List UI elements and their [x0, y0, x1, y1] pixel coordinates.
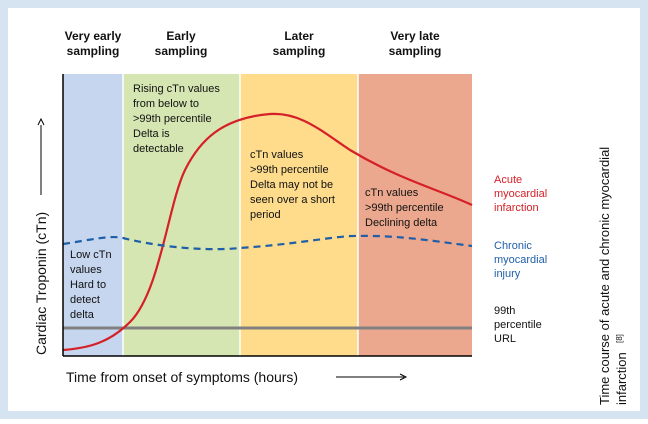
zone-dividers: [122, 74, 359, 356]
x-arrowhead: [399, 373, 408, 381]
side-title-ref: [8]: [615, 334, 624, 343]
column-title: sampling: [389, 44, 442, 58]
zone-very-late: [358, 74, 472, 356]
zone-text: detect: [70, 294, 100, 306]
zone-text: from below to: [133, 98, 199, 110]
column-title: Very early: [65, 29, 122, 43]
column-title: Later: [284, 29, 314, 43]
zone-later: [240, 74, 358, 356]
side-title-line: Time course of acute and chronic myocard…: [597, 147, 612, 405]
legend-chronic: myocardial: [494, 254, 547, 266]
column-title: Very late: [390, 29, 440, 43]
y-axis-label: Cardiac Troponin (cTn): [33, 117, 49, 355]
zone-text: Delta is: [133, 128, 170, 140]
column-title: sampling: [67, 44, 120, 58]
zone-text: values: [70, 264, 102, 276]
column-title: sampling: [155, 44, 208, 58]
y-arrowhead: [37, 117, 45, 126]
side-title: Time course of acute and chronic myocard…: [597, 147, 629, 405]
acute-curve: [62, 112, 473, 352]
zone-text: seen over a short: [250, 194, 335, 206]
column-title: sampling: [273, 44, 326, 58]
x-axis-title: Time from onset of symptoms (hours): [66, 369, 298, 385]
zone-text: Delta may not be: [250, 179, 333, 191]
column-title: Early: [166, 29, 196, 43]
zone-text: Low cTn: [70, 249, 112, 261]
legend-chronic: Chronic: [494, 240, 532, 252]
zone-very-early: [63, 74, 123, 356]
zone-text: >99th percentile: [365, 202, 444, 214]
legend-url: 99th: [494, 305, 515, 317]
zone-text: detectable: [133, 143, 184, 155]
zone-text: Rising cTn values: [133, 83, 220, 95]
legend-chronic: injury: [494, 268, 521, 280]
legend-url: percentile: [494, 319, 542, 331]
zone-text: >99th percentile: [250, 164, 329, 176]
legend-acute: Acute: [494, 174, 522, 186]
zone-text: Declining delta: [365, 217, 438, 229]
y-axis-title: Cardiac Troponin (cTn): [33, 212, 49, 355]
side-title-line: infarction: [614, 352, 629, 405]
zone-text: cTn values: [250, 149, 304, 161]
chronic-curve: [62, 234, 473, 251]
zone-text: delta: [70, 309, 95, 321]
zone-text: >99th percentile: [133, 113, 212, 125]
column-titles: Very early sampling Early sampling Later…: [65, 29, 442, 58]
zone-early: [123, 74, 240, 356]
zone-text: period: [250, 209, 281, 221]
zone-text: cTn values: [365, 187, 419, 199]
legend-acute: infarction: [494, 202, 539, 214]
zone-text: Hard to: [70, 279, 106, 291]
zone-texts: Low cTn values Hard to detect delta Rising cT…: [70, 83, 444, 321]
legend-acute: myocardial: [494, 188, 547, 200]
legend-url: URL: [494, 333, 516, 345]
